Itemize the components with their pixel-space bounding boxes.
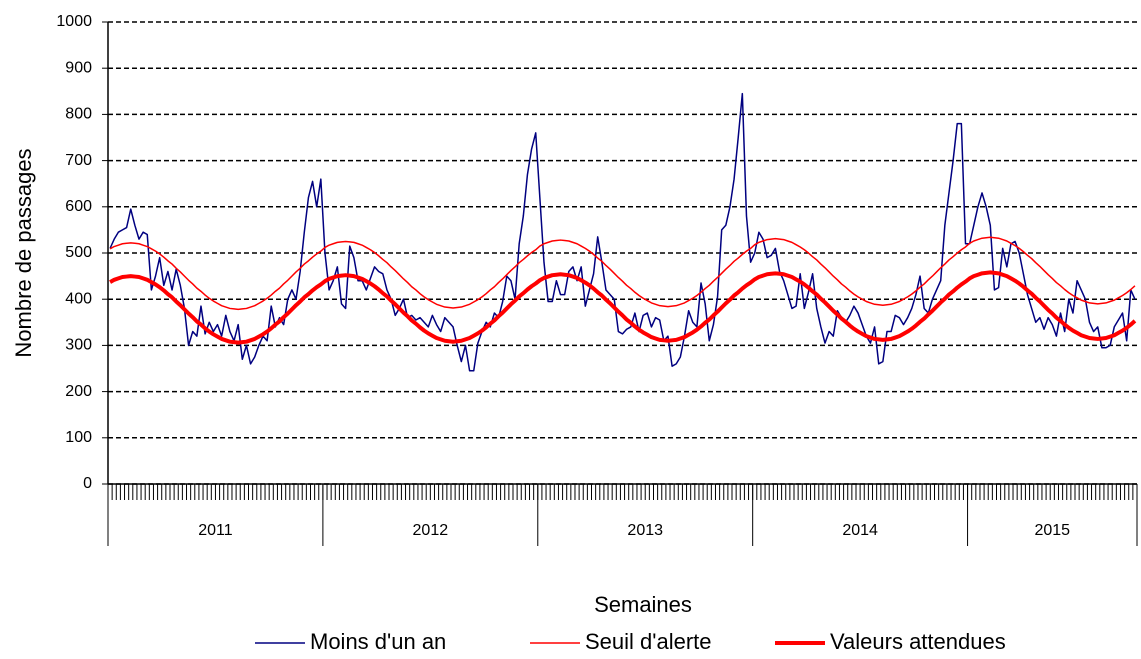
y-tick-label: 0 [83,475,92,492]
x-axis-title: Semaines [594,592,692,617]
x-group-label: 2011 [198,522,233,539]
x-group-label: 2012 [413,522,449,539]
y-tick-label: 200 [65,383,92,400]
series-line [109,270,1137,345]
y-tick-label: 300 [65,337,92,354]
legend-label: Moins d'un an [310,629,446,654]
x-group-label: 2014 [842,522,878,539]
x-group-label: 2015 [1034,522,1070,539]
y-tick-label: 400 [65,290,92,307]
y-tick-label: 100 [65,429,92,446]
y-tick-label: 800 [65,106,92,123]
legend-label: Valeurs attendues [830,629,1006,654]
x-group-label: 2013 [627,522,663,539]
y-tick-label: 900 [65,59,92,76]
y-axis-title: Nombre de passages [11,148,36,357]
legend-label: Seuil d'alerte [585,629,712,654]
y-tick-label: 1000 [56,13,92,30]
y-tick-label: 700 [65,152,92,169]
y-tick-label: 500 [65,244,92,261]
y-tick-label: 600 [65,198,92,215]
series-line [109,236,1136,311]
series-line [109,92,1136,372]
